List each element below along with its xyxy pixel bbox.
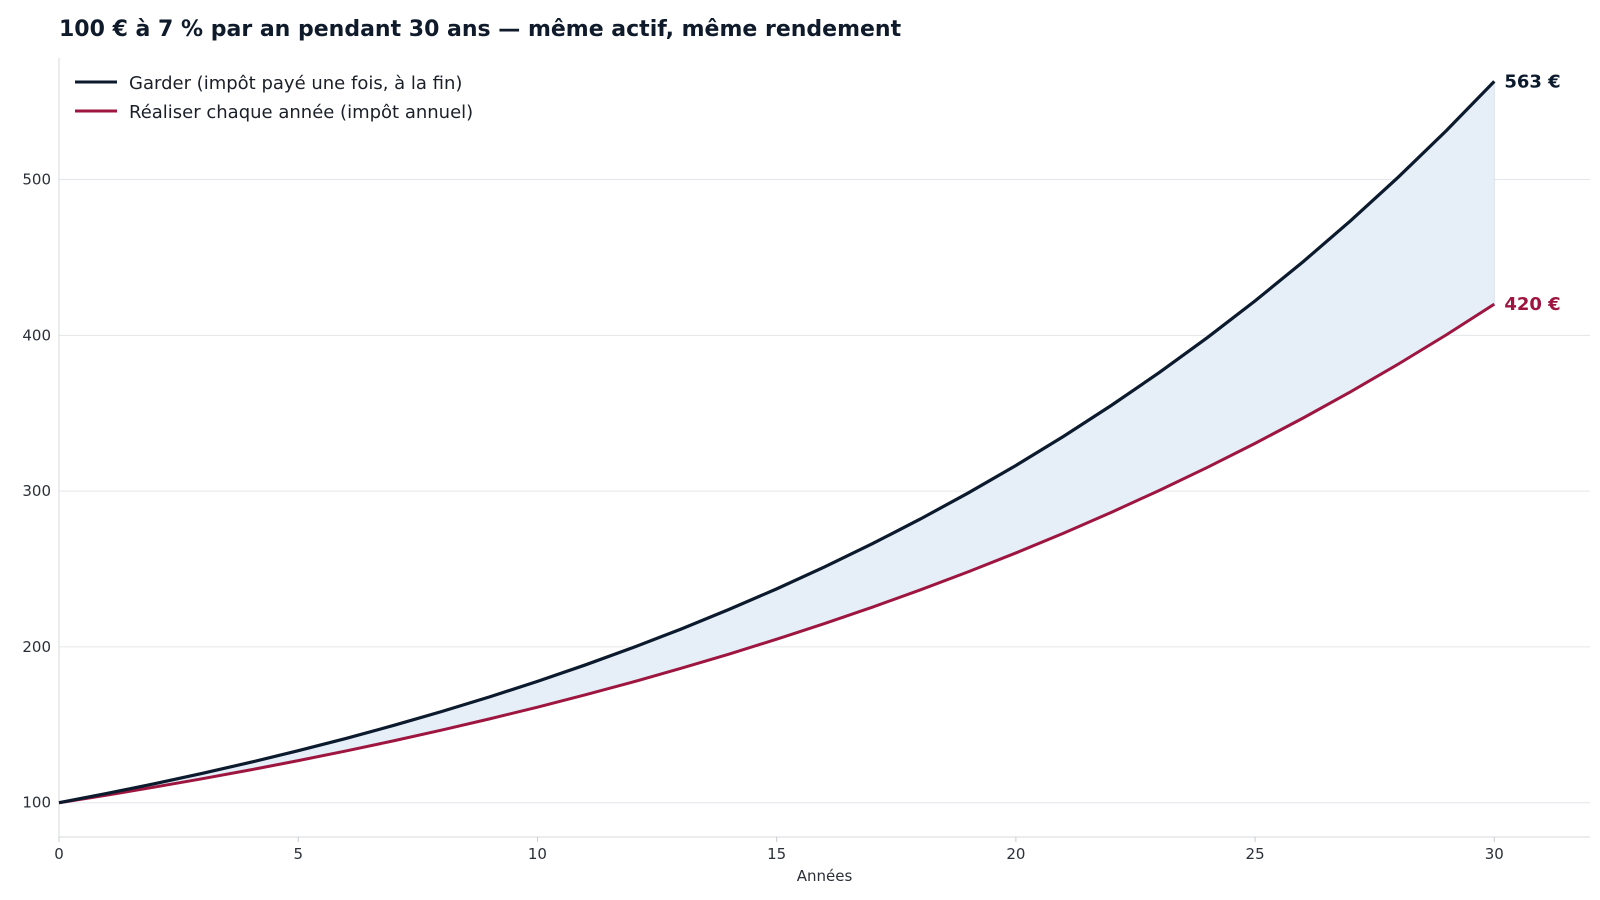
series-line-realize <box>58 302 1496 805</box>
x-tick-label-10: 10 <box>528 845 547 863</box>
y-tick-label-500: 500 <box>22 171 51 189</box>
x-tick-label-5: 5 <box>293 845 303 863</box>
end-label-realize: 420 € <box>1504 294 1560 315</box>
chart-title: 100 € à 7 % par an pendant 30 ans — même… <box>59 17 902 42</box>
x-tick-label-20: 20 <box>1006 845 1025 863</box>
x-tick-label-15: 15 <box>767 845 786 863</box>
y-axis-ticks: 100 200 300 400 500 <box>22 171 51 812</box>
y-tick-label-100: 100 <box>22 794 51 812</box>
x-axis-label: Années <box>797 867 853 885</box>
gap-fill-area <box>59 81 1495 803</box>
series-line-keep <box>58 80 1496 805</box>
legend-label-keep: Garder (impôt payé une fois, à la fin) <box>129 73 462 94</box>
x-tick-label-30: 30 <box>1485 845 1504 863</box>
y-tick-label-200: 200 <box>22 638 51 656</box>
x-axis-ticks: 0 5 10 15 20 25 30 <box>54 837 1504 863</box>
end-label-keep: 563 € <box>1504 71 1560 92</box>
x-tick-label-25: 25 <box>1246 845 1265 863</box>
x-tick-label-0: 0 <box>54 845 64 863</box>
y-tick-label-400: 400 <box>22 326 51 344</box>
legend: Garder (impôt payé une fois, à la fin) R… <box>75 73 473 123</box>
axes <box>58 58 1590 838</box>
legend-label-realize: Réaliser chaque année (impôt annuel) <box>129 102 473 123</box>
y-tick-label-300: 300 <box>22 482 51 500</box>
